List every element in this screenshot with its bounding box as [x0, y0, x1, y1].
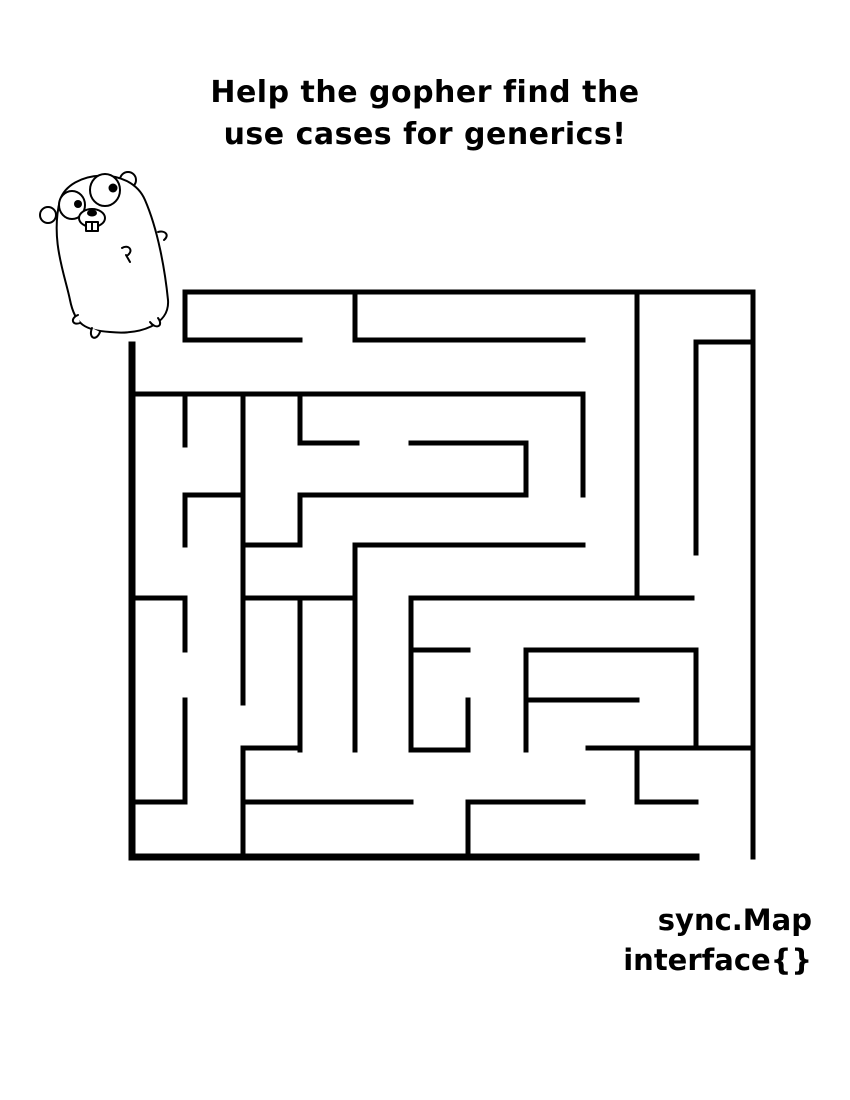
answer-sync-map: sync.Map [657, 903, 812, 937]
puzzle-title: Help the gopher find the use cases for g… [0, 72, 850, 156]
title-line-1: Help the gopher find the [210, 75, 640, 110]
answer-interface: interface{} [623, 943, 812, 977]
title-line-2: use cases for generics! [223, 117, 627, 152]
gopher-mascot-icon [39, 171, 170, 339]
answer-labels: sync.Map interface{} [623, 900, 812, 980]
